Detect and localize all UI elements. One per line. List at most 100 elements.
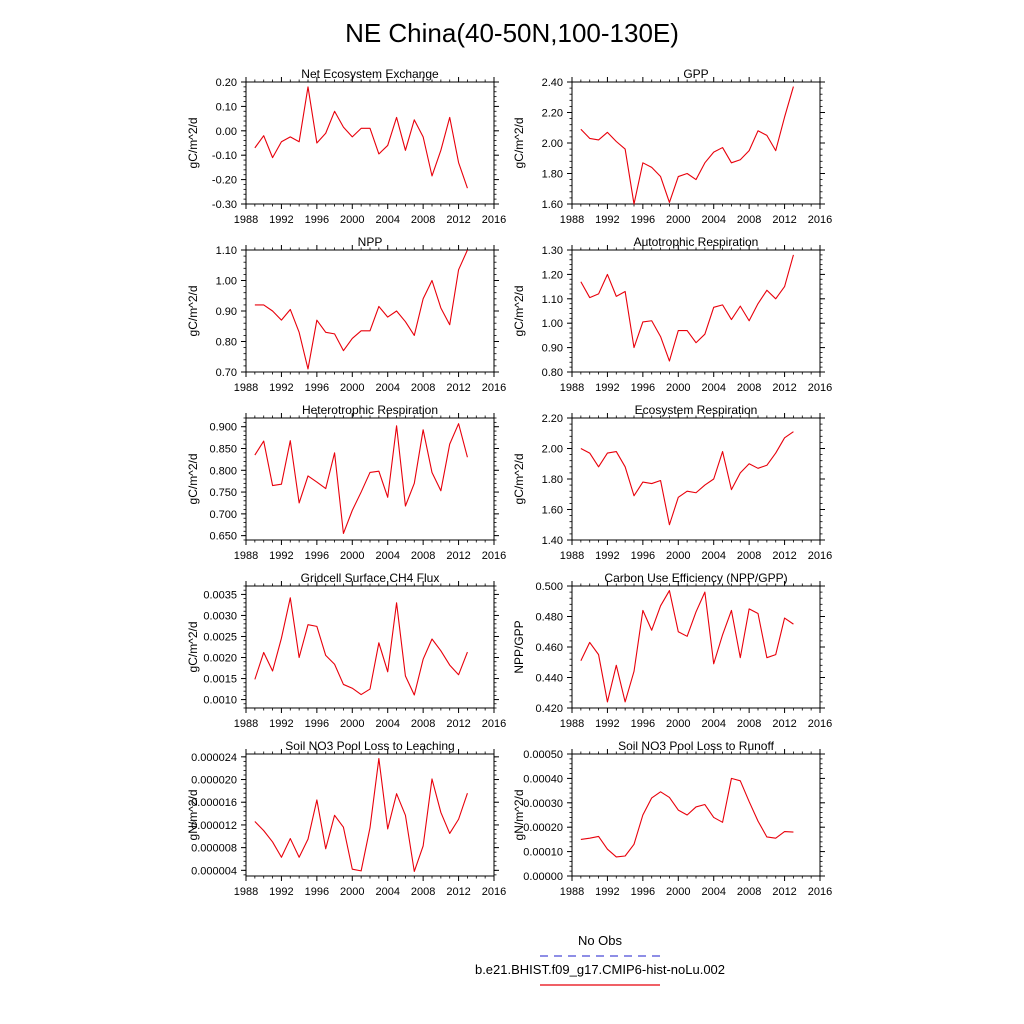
y-tick-label: 0.00010: [523, 847, 563, 859]
chart-panel: Heterotrophic Respiration gC/m^2/d 1988 199…: [186, 403, 506, 562]
panel-title: Heterotrophic Respiration: [302, 403, 438, 417]
x-tick-label: 1996: [631, 214, 655, 226]
chart-panel: Ecosystem Respiration gC/m^2/d 1988 1992 199…: [512, 403, 832, 562]
y-tick-label: 0.90: [216, 306, 237, 318]
y-axis-label: gC/m^2/d: [186, 454, 200, 505]
y-axis-label: gN/m^2/d: [512, 790, 526, 841]
x-tick-label: 2012: [772, 214, 796, 226]
y-tick-label: 1.80: [542, 169, 563, 181]
x-tick-label: 1992: [269, 214, 293, 226]
y-tick-label: 0.000012: [191, 820, 237, 832]
y-tick-label: 0.000020: [191, 775, 237, 787]
plot-frame: [245, 417, 495, 541]
y-tick-label: 0.0025: [203, 631, 237, 643]
legend-entry-label: No Obs: [578, 933, 623, 948]
series-line: [254, 249, 468, 370]
y-tick-label: 1.30: [542, 245, 563, 257]
y-tick-label: 0.850: [209, 444, 237, 456]
y-tick-label: 1.20: [542, 269, 563, 281]
x-tick-label: 2008: [411, 214, 435, 226]
x-tick-label: 2012: [772, 382, 796, 394]
x-tick-label: 1992: [269, 382, 293, 394]
x-tick-label: 1996: [631, 886, 655, 898]
x-tick-label: 2012: [446, 550, 470, 562]
y-tick-label: 1.00: [542, 318, 563, 330]
plot-frame: [245, 753, 495, 877]
x-tick-label: 2008: [737, 886, 761, 898]
y-tick-label: 2.40: [542, 77, 563, 89]
x-tick-label: 2016: [808, 550, 832, 562]
y-tick-label: 0.0010: [203, 695, 237, 707]
y-tick-label: 0.750: [209, 487, 237, 499]
y-axis-label: gC/m^2/d: [186, 118, 200, 169]
panel-title: Gridcell Surface CH4 Flux: [301, 571, 440, 585]
x-tick-label: 2004: [701, 550, 725, 562]
series-line: [580, 590, 794, 703]
x-tick-label: 1996: [305, 718, 329, 730]
y-tick-label: 0.480: [535, 612, 563, 624]
x-tick-label: 2012: [446, 718, 470, 730]
x-tick-label: 2000: [666, 382, 690, 394]
plot-frame: [571, 585, 821, 709]
y-tick-label: 0.00030: [523, 798, 563, 810]
x-tick-label: 1996: [305, 886, 329, 898]
panel-title: Carbon Use Efficiency (NPP/GPP): [604, 571, 787, 585]
x-tick-label: 1996: [305, 550, 329, 562]
series-line: [254, 86, 468, 189]
panel-title: Net Ecosystem Exchange: [301, 67, 439, 81]
x-tick-label: 1988: [560, 886, 584, 898]
chart-panel: Net Ecosystem Exchange gC/m^2/d 1988 1992 19…: [186, 67, 506, 226]
chart-panel: GPP gC/m^2/d 1988 1992 1996 2000 2004 2008 2012 2…: [512, 67, 832, 226]
x-tick-label: 2000: [340, 550, 364, 562]
y-tick-label: -0.30: [212, 199, 237, 211]
y-tick-label: -0.10: [212, 150, 237, 162]
panel-title: Ecosystem Respiration: [635, 403, 758, 417]
panel-title: Autotrophic Respiration: [634, 235, 759, 249]
x-tick-label: 1996: [631, 382, 655, 394]
y-tick-label: 0.700: [209, 509, 237, 521]
x-tick-label: 2000: [666, 886, 690, 898]
x-tick-label: 2016: [482, 718, 506, 730]
x-tick-label: 1988: [234, 382, 258, 394]
x-tick-label: 2004: [375, 718, 399, 730]
x-tick-label: 2008: [737, 550, 761, 562]
y-tick-label: 0.000024: [191, 752, 237, 764]
y-tick-label: 2.20: [542, 413, 563, 425]
series-line: [254, 597, 468, 696]
y-tick-label: 0.0030: [203, 610, 237, 622]
panel-title: NPP: [358, 235, 383, 249]
series-line: [580, 777, 794, 858]
x-tick-label: 2004: [701, 718, 725, 730]
chart-panel: NPP gC/m^2/d 1988 1992 1996 2000 2004 2008 2012 2…: [186, 235, 506, 394]
y-axis-label: gC/m^2/d: [186, 286, 200, 337]
x-tick-label: 2012: [772, 886, 796, 898]
x-tick-label: 1988: [234, 718, 258, 730]
y-tick-label: 0.460: [535, 642, 563, 654]
x-tick-label: 1996: [305, 382, 329, 394]
x-tick-label: 1988: [560, 550, 584, 562]
y-axis-label: gC/m^2/d: [512, 286, 526, 337]
x-tick-label: 2012: [772, 550, 796, 562]
y-tick-label: 1.10: [216, 245, 237, 257]
y-axis-label: gN/m^2/d: [186, 790, 200, 841]
y-tick-label: 0.500: [535, 581, 563, 593]
x-tick-label: 2008: [737, 718, 761, 730]
chart-panel: Gridcell Surface CH4 Flux gC/m^2/d 1988 199…: [186, 571, 506, 730]
y-tick-label: 0.00000: [523, 871, 563, 883]
x-tick-label: 2004: [375, 214, 399, 226]
x-tick-label: 2004: [375, 382, 399, 394]
y-tick-label: 0.00050: [523, 749, 563, 761]
x-tick-label: 1988: [560, 718, 584, 730]
x-tick-label: 2000: [666, 718, 690, 730]
panel-title: Soil NO3 Pool Loss to Leaching: [285, 739, 454, 753]
x-tick-label: 2016: [808, 886, 832, 898]
y-tick-label: 1.00: [216, 276, 237, 288]
plot-frame: [571, 81, 821, 205]
x-tick-label: 1996: [631, 718, 655, 730]
y-tick-label: 1.40: [542, 535, 563, 547]
chart-panel: Autotrophic Respiration gC/m^2/d 1988 1992 1…: [512, 235, 832, 394]
x-tick-label: 2008: [411, 550, 435, 562]
y-tick-label: 0.000004: [191, 865, 237, 877]
y-tick-label: 0.80: [542, 367, 563, 379]
y-tick-label: 0.00040: [523, 773, 563, 785]
